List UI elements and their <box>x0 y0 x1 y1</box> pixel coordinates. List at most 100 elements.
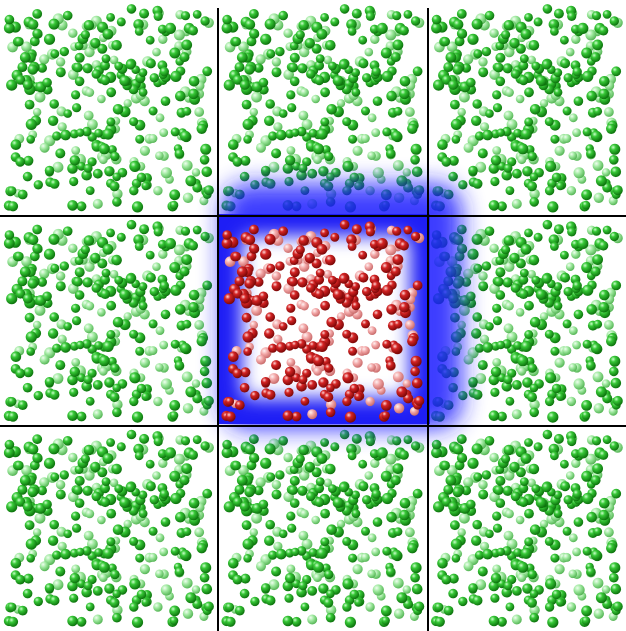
image-atom <box>17 62 28 73</box>
image-atom <box>131 616 144 628</box>
image-atom <box>364 471 374 480</box>
image-atom <box>289 475 300 486</box>
image-atom <box>585 29 597 41</box>
image-atom <box>100 497 111 508</box>
image-atom <box>91 283 102 293</box>
central-atom <box>284 387 294 397</box>
image-atom <box>57 541 67 551</box>
central-atom <box>271 281 282 292</box>
image-atom <box>403 10 413 19</box>
image-atom <box>399 497 411 509</box>
image-atom <box>553 87 563 97</box>
image-atom <box>153 602 163 612</box>
image-atom <box>192 225 202 235</box>
image-atom <box>82 485 93 496</box>
image-atom <box>440 36 450 47</box>
image-atom <box>181 577 193 589</box>
image-atom <box>501 30 511 40</box>
image-atom <box>609 143 621 155</box>
image-atom <box>271 57 282 67</box>
image-atom <box>503 375 513 385</box>
image-atom <box>562 552 572 562</box>
image-atom <box>527 597 537 608</box>
image-atom <box>609 155 619 165</box>
image-atom <box>565 47 575 57</box>
image-atom <box>100 289 111 299</box>
image-atom <box>6 501 18 513</box>
image-atom <box>512 586 522 596</box>
image-atom <box>402 585 411 594</box>
image-atom <box>601 585 611 594</box>
image-atom <box>158 458 168 468</box>
image-atom <box>563 73 573 83</box>
image-atom <box>260 457 272 469</box>
image-atom <box>365 11 375 21</box>
image-atom <box>98 561 110 573</box>
image-atom <box>479 334 490 344</box>
image-atom <box>529 407 539 418</box>
image-atom <box>49 312 59 322</box>
image-atom <box>412 488 423 499</box>
image-atom <box>109 597 120 608</box>
image-atom <box>441 574 452 585</box>
image-atom <box>155 113 165 123</box>
image-atom <box>112 104 124 115</box>
image-atom <box>109 478 119 488</box>
image-atom <box>562 526 572 536</box>
image-atom <box>590 342 602 354</box>
image-atom <box>288 62 298 73</box>
central-atom <box>225 411 236 422</box>
image-atom <box>351 8 362 19</box>
image-atom <box>100 60 110 71</box>
central-atom <box>283 243 293 253</box>
image-atom <box>434 616 445 627</box>
image-atom <box>29 36 40 47</box>
image-atom <box>553 490 563 500</box>
image-atom <box>32 528 42 537</box>
image-atom <box>611 66 622 77</box>
image-atom <box>297 63 308 74</box>
image-atom <box>138 282 148 291</box>
central-atom <box>392 254 404 265</box>
image-atom <box>318 583 329 594</box>
image-atom <box>496 547 505 557</box>
image-atom <box>39 142 50 153</box>
image-atom <box>541 482 552 493</box>
image-atom <box>606 336 617 347</box>
image-atom <box>106 508 117 519</box>
image-atom <box>249 28 260 39</box>
image-atom <box>609 441 619 451</box>
image-atom <box>129 372 141 384</box>
image-atom <box>126 219 137 230</box>
image-atom <box>173 453 185 465</box>
image-atom <box>510 69 521 79</box>
image-atom <box>448 171 458 182</box>
image-atom <box>503 20 515 31</box>
image-atom <box>547 201 559 213</box>
image-atom <box>92 380 103 390</box>
image-atom <box>129 602 139 612</box>
image-atom <box>560 272 571 283</box>
image-atom <box>119 75 131 87</box>
image-atom <box>264 115 275 127</box>
image-atom <box>573 517 584 527</box>
image-atom <box>148 319 158 329</box>
image-atom <box>304 461 315 473</box>
image-atom <box>609 231 619 242</box>
image-atom <box>298 20 310 31</box>
image-atom <box>503 444 515 456</box>
image-atom <box>63 109 72 118</box>
image-atom <box>472 389 483 400</box>
image-atom <box>10 558 22 569</box>
image-atom <box>399 25 409 36</box>
central-atom <box>287 316 297 326</box>
image-atom <box>473 49 483 59</box>
image-atom <box>391 549 402 561</box>
image-atom <box>527 151 537 162</box>
image-atom <box>43 248 56 260</box>
image-atom <box>529 172 539 182</box>
image-atom <box>63 529 72 539</box>
image-atom <box>131 201 144 213</box>
image-atom <box>488 200 500 211</box>
image-atom <box>592 577 604 589</box>
